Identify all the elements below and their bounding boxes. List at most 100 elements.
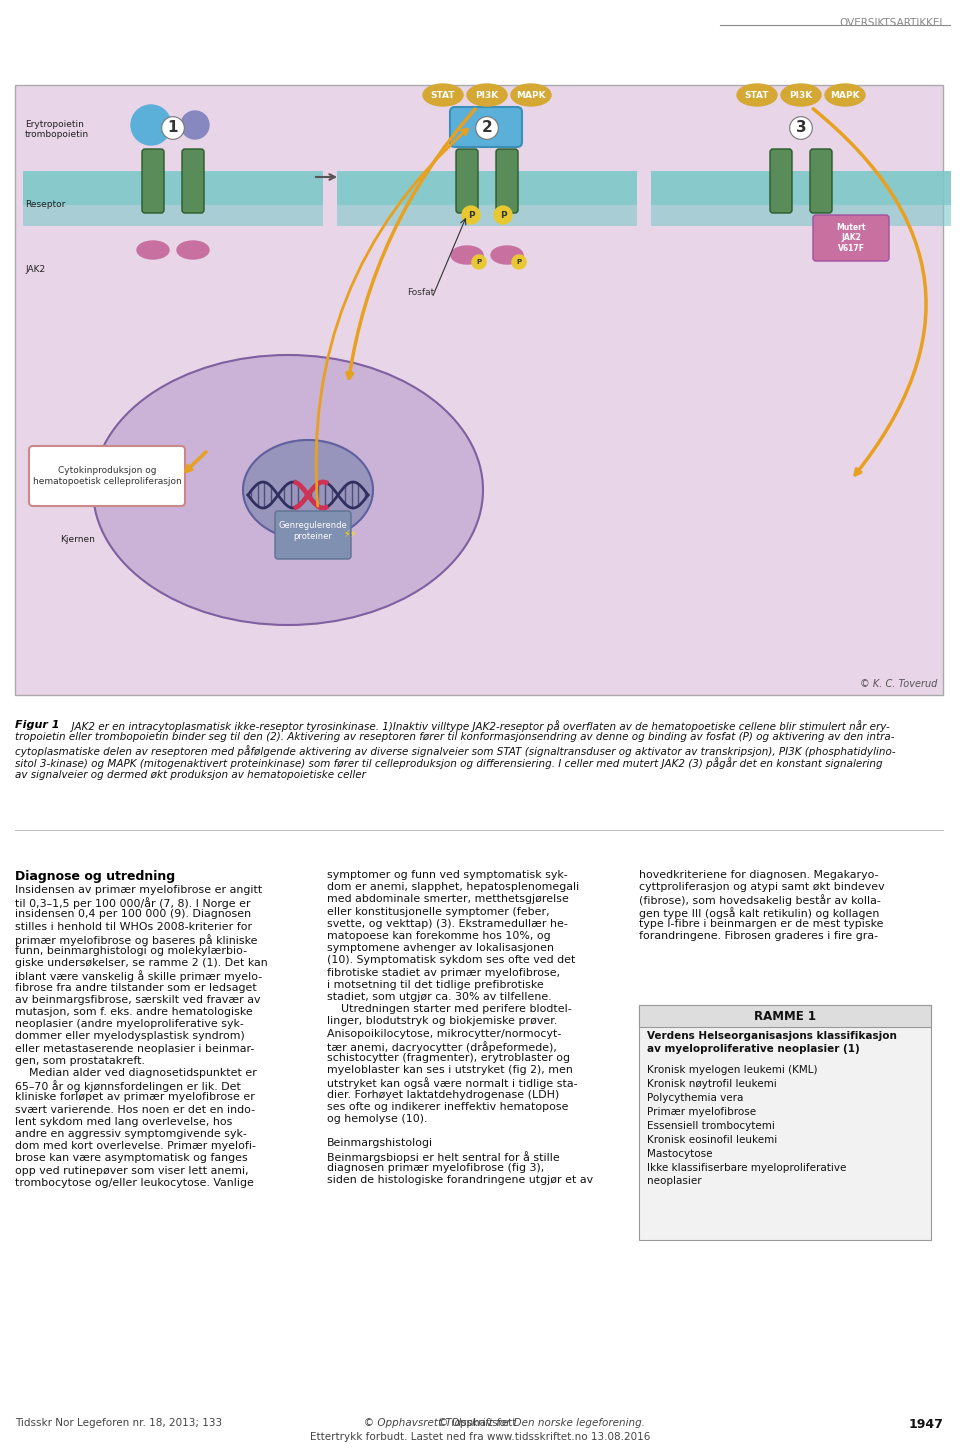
FancyBboxPatch shape xyxy=(496,150,518,213)
Text: sitol 3-kinase) og MAPK (mitogenaktivert proteinkinase) som fører til celleprodu: sitol 3-kinase) og MAPK (mitogenaktivert… xyxy=(15,758,882,770)
Text: JAK2 er en intracytoplasmatisk ikke-reseptor tyrosinkinase. 1)Inaktiv villtype J: JAK2 er en intracytoplasmatisk ikke-rese… xyxy=(65,720,890,732)
Text: insidensen 0,4 per 100 000 (9). Diagnosen: insidensen 0,4 per 100 000 (9). Diagnose… xyxy=(15,909,252,919)
Ellipse shape xyxy=(137,241,169,258)
FancyBboxPatch shape xyxy=(450,107,522,147)
Text: neoplasier: neoplasier xyxy=(647,1176,702,1186)
Ellipse shape xyxy=(243,440,373,540)
Text: P: P xyxy=(468,211,474,219)
Circle shape xyxy=(512,256,526,269)
Text: PI3K: PI3K xyxy=(475,90,498,100)
Text: siden de histologiske forandringene utgjør et av: siden de histologiske forandringene utgj… xyxy=(327,1175,593,1185)
Text: brose kan være asymptomatisk og fanges: brose kan være asymptomatisk og fanges xyxy=(15,1153,248,1163)
Text: dom er anemi, slapphet, hepatosplenomegali: dom er anemi, slapphet, hepatosplenomega… xyxy=(327,883,579,892)
Text: OVERSIKTSARTIKKEL: OVERSIKTSARTIKKEL xyxy=(839,17,945,28)
Text: cyttproliferasjon og atypi samt økt bindevev: cyttproliferasjon og atypi samt økt bind… xyxy=(639,883,884,892)
Text: svette, og vekttap) (3). Ekstramedullær he-: svette, og vekttap) (3). Ekstramedullær … xyxy=(327,919,568,929)
Text: og hemolyse (10).: og hemolyse (10). xyxy=(327,1114,427,1124)
Text: hovedkriteriene for diagnosen. Megakaryo-: hovedkriteriene for diagnosen. Megakaryo… xyxy=(639,870,878,880)
Text: Ikke klassifiserbare myeloproliferative: Ikke klassifiserbare myeloproliferative xyxy=(647,1163,847,1173)
Text: 3: 3 xyxy=(796,121,806,135)
Text: gen type III (også kalt retikulin) og kollagen: gen type III (også kalt retikulin) og ko… xyxy=(639,906,879,919)
Text: Tidsskr Nor Legeforen nr. 18, 2013; 133: Tidsskr Nor Legeforen nr. 18, 2013; 133 xyxy=(15,1419,222,1427)
Text: PI3K: PI3K xyxy=(789,90,812,100)
FancyBboxPatch shape xyxy=(813,215,889,261)
Text: Diagnose og utredning: Diagnose og utredning xyxy=(15,870,175,883)
Text: ses ofte og indikerer ineffektiv hematopose: ses ofte og indikerer ineffektiv hematop… xyxy=(327,1102,568,1112)
Text: Ettertrykk forbudt. Lastet ned fra www.tidsskriftet.no 13.08.2016: Ettertrykk forbudt. Lastet ned fra www.t… xyxy=(310,1432,650,1442)
Circle shape xyxy=(131,105,171,145)
Text: 1: 1 xyxy=(168,121,179,135)
Text: trombocytose og/eller leukocytose. Vanlige: trombocytose og/eller leukocytose. Vanli… xyxy=(15,1178,253,1188)
Ellipse shape xyxy=(737,84,777,106)
Ellipse shape xyxy=(93,354,483,624)
Text: Insidensen av primær myelofibrose er angitt: Insidensen av primær myelofibrose er ang… xyxy=(15,886,262,894)
FancyBboxPatch shape xyxy=(639,1005,931,1240)
Text: MAPK: MAPK xyxy=(830,90,860,100)
Text: Median alder ved diagnosetidspunktet er: Median alder ved diagnosetidspunktet er xyxy=(15,1069,257,1077)
FancyBboxPatch shape xyxy=(639,1005,931,1027)
Ellipse shape xyxy=(451,245,483,264)
Text: Reseptor: Reseptor xyxy=(25,200,65,209)
Text: P: P xyxy=(516,258,521,266)
Text: Erytropoietin
trombopoietin: Erytropoietin trombopoietin xyxy=(25,121,89,139)
Text: Essensiell trombocytemi: Essensiell trombocytemi xyxy=(647,1121,775,1131)
Text: diagnosen primær myelofibrose (fig 3),: diagnosen primær myelofibrose (fig 3), xyxy=(327,1163,544,1173)
Text: STAT: STAT xyxy=(431,90,455,100)
Ellipse shape xyxy=(467,84,507,106)
Text: P: P xyxy=(476,258,482,266)
Text: kliniske forløpet av primær myelofibrose er: kliniske forløpet av primær myelofibrose… xyxy=(15,1092,254,1102)
Text: Anisopoikilocytose, mikrocytter/normocyt-: Anisopoikilocytose, mikrocytter/normocyt… xyxy=(327,1028,562,1038)
Text: funn, beinmarghistologi og molekylærbio-: funn, beinmarghistologi og molekylærbio- xyxy=(15,947,247,955)
Text: stilles i henhold til WHOs 2008-kriterier for: stilles i henhold til WHOs 2008-kriterie… xyxy=(15,922,252,932)
Text: Beinmargsbiopsi er helt sentral for å stille: Beinmargsbiopsi er helt sentral for å st… xyxy=(327,1150,560,1163)
FancyBboxPatch shape xyxy=(15,86,943,696)
FancyBboxPatch shape xyxy=(142,150,164,213)
FancyBboxPatch shape xyxy=(651,205,951,227)
Text: type I-fibre i beinmargen er de mest typiske: type I-fibre i beinmargen er de mest typ… xyxy=(639,919,883,929)
FancyBboxPatch shape xyxy=(337,205,637,227)
Ellipse shape xyxy=(781,84,821,106)
FancyBboxPatch shape xyxy=(23,205,323,227)
Text: gen, som prostatakreft.: gen, som prostatakreft. xyxy=(15,1056,145,1066)
FancyBboxPatch shape xyxy=(29,446,185,505)
FancyBboxPatch shape xyxy=(651,171,951,205)
Text: opp ved rutinepøver som viser lett anemi,: opp ved rutinepøver som viser lett anemi… xyxy=(15,1166,249,1176)
Text: giske undersøkelser, se ramme 2 (1). Det kan: giske undersøkelser, se ramme 2 (1). Det… xyxy=(15,958,268,968)
Text: utstryket kan også være normalt i tidlige sta-: utstryket kan også være normalt i tidlig… xyxy=(327,1077,578,1089)
Text: dommer eller myelodysplastisk syndrom): dommer eller myelodysplastisk syndrom) xyxy=(15,1031,245,1041)
Ellipse shape xyxy=(491,245,523,264)
Text: eller konstitusjonelle symptomer (feber,: eller konstitusjonelle symptomer (feber, xyxy=(327,906,550,916)
Text: av signalveier og dermed økt produksjon av hematopoietiske celler: av signalveier og dermed økt produksjon … xyxy=(15,770,366,780)
Ellipse shape xyxy=(177,241,209,258)
Text: iblant være vanskelig å skille primær myelo-: iblant være vanskelig å skille primær my… xyxy=(15,970,262,983)
Text: Beinmargshistologi: Beinmargshistologi xyxy=(327,1138,433,1149)
Text: Figur 1: Figur 1 xyxy=(15,720,60,730)
Text: Fosfat: Fosfat xyxy=(407,287,434,298)
Circle shape xyxy=(462,206,480,224)
Text: Kronisk myelogen leukemi (KML): Kronisk myelogen leukemi (KML) xyxy=(647,1064,818,1074)
Circle shape xyxy=(181,110,209,139)
Text: Kjernen: Kjernen xyxy=(60,534,95,544)
Text: mutasjon, som f. eks. andre hematologiske: mutasjon, som f. eks. andre hematologisk… xyxy=(15,1008,252,1016)
Text: tær anemi, dacryocytter (dråpeformede),: tær anemi, dacryocytter (dråpeformede), xyxy=(327,1041,557,1053)
Circle shape xyxy=(494,206,512,224)
Text: Mastocytose: Mastocytose xyxy=(647,1149,712,1159)
Circle shape xyxy=(472,256,486,269)
Text: ⚡⚡: ⚡⚡ xyxy=(343,529,357,539)
Text: primær myelofibrose og baseres på kliniske: primær myelofibrose og baseres på klinis… xyxy=(15,934,257,945)
Text: 65–70 år og kjønnsfordelingen er lik. Det: 65–70 år og kjønnsfordelingen er lik. De… xyxy=(15,1080,241,1092)
Text: © Opphavsrett: © Opphavsrett xyxy=(438,1419,522,1427)
Text: fibrose fra andre tilstander som er ledsaget: fibrose fra andre tilstander som er leds… xyxy=(15,983,256,993)
Text: av beinmargsfibrose, særskilt ved fravær av: av beinmargsfibrose, særskilt ved fravær… xyxy=(15,995,260,1005)
Text: forandringene. Fibrosen graderes i fire gra-: forandringene. Fibrosen graderes i fire … xyxy=(639,931,878,941)
FancyBboxPatch shape xyxy=(456,150,478,213)
Text: Polycythemia vera: Polycythemia vera xyxy=(647,1093,743,1104)
Text: dier. Forhøyet laktatdehydrogenase (LDH): dier. Forhøyet laktatdehydrogenase (LDH) xyxy=(327,1089,560,1099)
Text: © K. C. Toverud: © K. C. Toverud xyxy=(859,680,937,690)
FancyBboxPatch shape xyxy=(770,150,792,213)
Text: neoplasier (andre myeloproliferative syk-: neoplasier (andre myeloproliferative syk… xyxy=(15,1019,244,1029)
FancyBboxPatch shape xyxy=(23,171,323,205)
Ellipse shape xyxy=(825,84,865,106)
Text: tropoietin eller trombopoietin binder seg til den (2). Aktivering av reseptoren : tropoietin eller trombopoietin binder se… xyxy=(15,732,895,742)
Text: eller metastaserende neoplasier i beinmar-: eller metastaserende neoplasier i beinma… xyxy=(15,1044,254,1054)
